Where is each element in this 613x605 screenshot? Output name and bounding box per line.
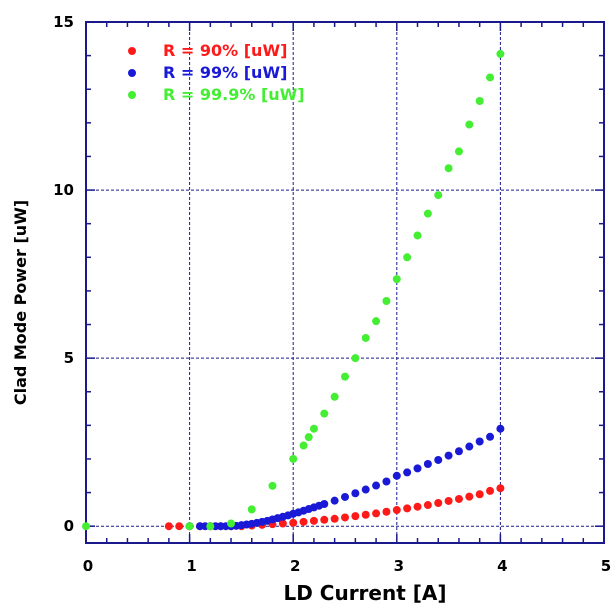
data-point [268,481,277,490]
series-3 [82,49,505,531]
data-point [465,442,474,451]
data-point [475,437,484,446]
series-2 [185,424,505,531]
data-point [413,231,422,240]
data-point [454,447,463,456]
x-tick-label: 0 [83,557,93,575]
data-point [434,499,443,508]
x-tick-label: 1 [186,557,196,575]
data-point [372,317,381,326]
data-point [403,504,412,513]
y-tick-label: 5 [64,349,74,367]
data-point [330,514,339,523]
data-point [423,209,432,218]
data-point [289,518,298,527]
data-point [423,501,432,510]
data-point [330,496,339,505]
tick-labels: 0 1 2 3 4 5 0 5 10 15 [53,13,611,575]
data-point [486,432,495,441]
y-tick-label: 0 [64,517,74,535]
y-axis-title: Clad Mode Power [uW] [11,200,30,405]
data-point [320,409,329,418]
data-point [392,275,401,284]
data-point [320,500,329,509]
x-tick-label: 4 [497,557,507,575]
data-point [454,494,463,503]
data-point [351,512,360,521]
legend-label: R = 99.9% [uW] [163,85,305,104]
data-point [299,517,308,526]
data-point [299,441,308,450]
y-tick-label: 10 [53,181,74,199]
data-point [309,424,318,433]
data-point [341,492,349,501]
data-point [361,485,370,494]
data-point [372,509,381,518]
data-point [496,424,505,433]
data-point [304,433,313,442]
data-point [247,505,256,514]
data-point [444,164,453,173]
data-markers [82,49,505,531]
data-point [413,502,422,511]
data-point [185,522,194,531]
data-point [351,489,360,498]
data-point [496,49,505,58]
data-point [206,522,215,531]
data-point [465,492,474,501]
data-point [289,454,298,463]
data-point [382,477,391,486]
data-point [164,522,173,531]
legend: R = 90% [uW] R = 99% [uW] R = 99.9% [uW] [128,41,305,104]
data-point [475,490,484,499]
y-tick-label: 15 [53,13,74,31]
data-point [330,392,339,401]
data-point [341,372,349,381]
data-point [423,460,432,469]
data-point [278,519,287,528]
data-point [361,333,370,342]
data-point [465,120,474,129]
data-point [434,455,443,464]
data-point [403,468,412,477]
data-point [413,464,422,473]
data-point [372,481,381,490]
data-point [341,513,349,522]
data-point [454,147,463,156]
data-point [444,496,453,505]
data-point [82,522,90,531]
data-point [320,515,329,524]
legend-marker [128,69,136,77]
data-point [496,484,505,493]
data-point [434,191,443,200]
data-point [227,519,236,528]
data-point [175,522,184,531]
legend-label: R = 90% [uW] [163,41,287,60]
x-tick-label: 2 [290,557,300,575]
data-point [486,73,495,82]
data-point [486,486,495,495]
x-tick-label: 5 [601,557,611,575]
data-point [382,296,391,305]
data-point [392,506,401,515]
data-point [444,451,453,460]
legend-label: R = 99% [uW] [163,63,287,82]
data-point [403,253,412,262]
data-point [351,354,360,363]
x-axis-title: LD Current [A] [283,581,446,605]
data-point [475,96,484,105]
x-tick-label: 3 [394,557,404,575]
plot-frame [85,21,605,544]
data-point [382,507,391,516]
legend-marker [128,47,136,55]
data-point [309,516,318,525]
data-point [361,510,370,519]
data-point [392,471,401,480]
legend-marker [128,91,136,99]
